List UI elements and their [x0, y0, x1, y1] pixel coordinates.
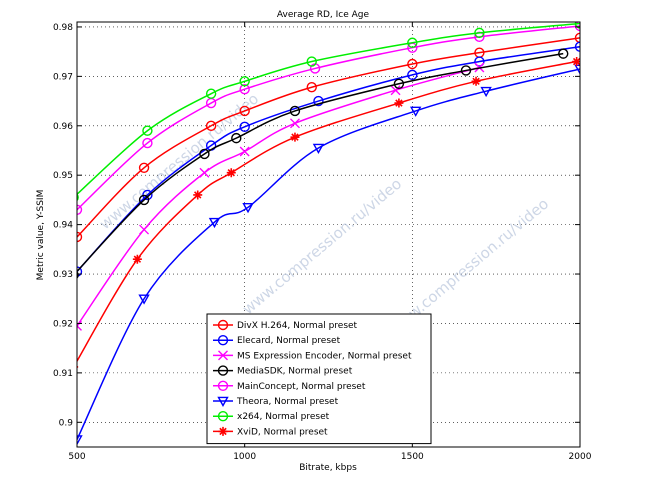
- series-point: [574, 41, 580, 52]
- series-point: [205, 88, 217, 99]
- series-point: [574, 64, 580, 75]
- series-0: [77, 32, 580, 243]
- series-point: [407, 37, 418, 48]
- series-point: [460, 65, 472, 76]
- series-point: [239, 105, 250, 117]
- series-point: [77, 204, 83, 215]
- series-point: [289, 105, 301, 117]
- y-tick-label: 0.91: [53, 369, 73, 379]
- series-point: [239, 76, 250, 87]
- series-7: [77, 57, 580, 370]
- legend-swatch-marker: [217, 411, 229, 422]
- series-point: [471, 76, 481, 86]
- legend-swatch-marker: [218, 350, 228, 361]
- series-point: [77, 266, 83, 277]
- y-tick-label: 0.98: [53, 23, 73, 33]
- series-group: [77, 22, 580, 446]
- series-point: [142, 125, 153, 136]
- legend-label: Elecard, Normal preset: [237, 336, 341, 346]
- series-point: [409, 106, 422, 117]
- y-axis-label: Metric value, Y-SSIM: [36, 190, 46, 281]
- legend-label: Theora, Normal preset: [236, 397, 339, 407]
- series-point: [239, 84, 250, 95]
- series-point: [474, 27, 485, 39]
- ticks: 0.9 0.91 0.92 0.93 0.94 0.95 0.96 0.97 0.98 500 10…: [53, 22, 592, 462]
- series-6: [77, 22, 580, 202]
- series-point: [239, 121, 250, 132]
- series-point: [205, 120, 217, 131]
- series-point: [394, 98, 404, 108]
- series-point: [138, 294, 150, 305]
- legend-swatch-marker: [217, 319, 229, 331]
- y-tick-label: 0.94: [53, 221, 73, 231]
- series-point: [313, 95, 324, 107]
- y-tick-label: 0.93: [53, 270, 73, 280]
- series-point: [407, 69, 418, 81]
- x-tick-label: 1000: [233, 452, 256, 462]
- x-tick-label: 500: [68, 452, 85, 462]
- chart-title: Average RD, Ice Age: [277, 10, 370, 20]
- legend: DivX H.264, Normal preset Elecard, Normal…: [206, 313, 432, 445]
- legend-label: MS Expression Encoder, Normal preset: [237, 351, 412, 361]
- legend-swatch-marker: [217, 396, 229, 407]
- series-point: [132, 254, 142, 264]
- series-point: [306, 82, 317, 93]
- x-tick-label: 1500: [401, 452, 424, 462]
- y-tick-label: 0.96: [53, 122, 73, 132]
- series-3: [77, 48, 569, 279]
- series-point: [558, 48, 569, 59]
- legend-label: XviD, Normal preset: [237, 427, 328, 437]
- series-point: [474, 56, 485, 67]
- series-point: [289, 118, 300, 129]
- series-point: [312, 143, 325, 154]
- series-point: [77, 320, 82, 331]
- series-line-1: [77, 45, 580, 273]
- series-line-5: [77, 68, 580, 440]
- series-point: [208, 217, 221, 229]
- series-point: [231, 132, 242, 144]
- series-point: [574, 32, 580, 44]
- series-point: [77, 435, 83, 446]
- x-axis-label: Bitrate, kbps: [299, 463, 357, 473]
- axes-box: [76, 21, 581, 448]
- series-point: [77, 231, 83, 243]
- legend-swatch-marker: [217, 335, 229, 346]
- series-point: [407, 58, 418, 70]
- series-point: [239, 146, 250, 157]
- series-point: [393, 78, 405, 89]
- series-5: [77, 64, 580, 446]
- y-tick-label: 0.92: [53, 319, 73, 329]
- series-point: [138, 162, 150, 173]
- series-point: [199, 148, 210, 160]
- x-tick-label: 2000: [569, 452, 592, 462]
- series-point: [574, 22, 580, 29]
- series-point: [226, 168, 236, 178]
- legend-label: MainConcept, Normal preset: [237, 382, 366, 392]
- legend-label: MediaSDK, Normal preset: [237, 367, 353, 377]
- series-point: [572, 57, 580, 67]
- series-point: [242, 203, 254, 214]
- series-point: [138, 194, 150, 206]
- legend-swatch-marker: [218, 426, 228, 436]
- legend-swatch-marker: [217, 365, 229, 376]
- series-point: [77, 193, 79, 202]
- series-point: [480, 86, 492, 98]
- legend-box: [206, 313, 432, 445]
- series-point: [193, 190, 203, 200]
- legend-swatch-marker: [217, 380, 229, 391]
- y-tick-label: 0.97: [53, 72, 73, 82]
- series-point: [139, 224, 150, 235]
- legend-label: DivX H.264, Normal preset: [237, 321, 358, 331]
- series-point: [199, 167, 210, 178]
- y-tick-label: 0.9: [59, 418, 74, 428]
- series-point: [290, 132, 300, 142]
- series-point: [306, 56, 317, 67]
- series-point: [142, 137, 153, 149]
- legend-label: x264, Normal preset: [237, 412, 330, 422]
- series-point: [77, 271, 79, 279]
- series-point: [390, 85, 401, 96]
- y-tick-label: 0.95: [53, 171, 73, 181]
